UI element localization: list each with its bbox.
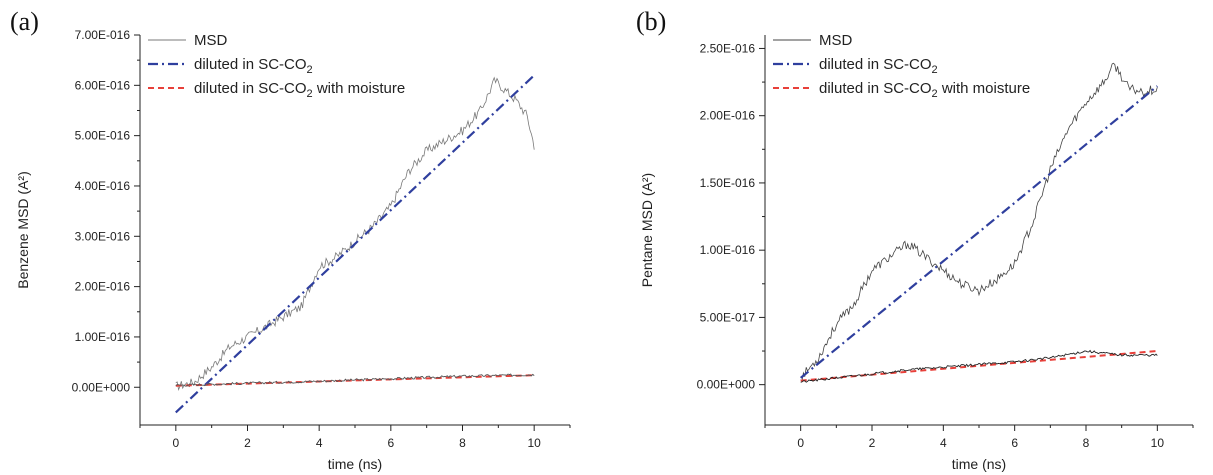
y-tick-label: 0.00E+000 — [72, 380, 131, 394]
y-tick-label: 1.00E-016 — [700, 243, 756, 257]
x-tick-label: 2 — [869, 436, 876, 450]
x-tick-label: 4 — [940, 436, 947, 450]
x-tick-label: 6 — [1011, 436, 1018, 450]
y-tick-label: 1.00E-016 — [75, 330, 131, 344]
x-tick-label: 0 — [797, 436, 804, 450]
y-tick-label: 2.00E-016 — [700, 109, 756, 123]
legend-entry: diluted in SC-CO2 with moisture — [194, 80, 405, 100]
y-tick-label: 5.00E-017 — [700, 310, 756, 324]
y-tick-label: 6.00E-016 — [75, 78, 131, 92]
x-tick-label: 0 — [172, 436, 179, 450]
x-axis-label: time (ns) — [952, 456, 1006, 472]
legend-entry: diluted in SC-CO2 — [819, 56, 938, 76]
y-tick-label: 4.00E-016 — [75, 179, 131, 193]
panel-label: (a) — [10, 7, 39, 36]
x-tick-label: 8 — [1083, 436, 1090, 450]
y-tick-label: 2.00E-016 — [75, 280, 131, 294]
series-line-3 — [175, 373, 535, 387]
x-tick-label: 6 — [387, 436, 394, 450]
legend-entry: MSD — [194, 32, 228, 49]
x-tick-label: 10 — [527, 436, 541, 450]
x-tick-label: 2 — [244, 436, 251, 450]
series-line-1 — [175, 74, 535, 414]
y-tick-label: 7.00E-016 — [75, 28, 131, 42]
x-axis-label: time (ns) — [328, 456, 382, 472]
y-tick-label: 3.00E-016 — [75, 229, 131, 243]
y-tick-label: 5.00E-016 — [75, 129, 131, 143]
x-tick-label: 4 — [316, 436, 323, 450]
panel-label: (b) — [636, 7, 666, 36]
series-line-1 — [800, 85, 1158, 379]
series-line-0 — [175, 76, 535, 391]
y-axis-label: Benzene MSD (A²) — [15, 171, 31, 288]
y-tick-label: 1.50E-016 — [700, 176, 756, 190]
series-line-3 — [800, 349, 1158, 383]
legend-entry: diluted in SC-CO2 — [194, 56, 313, 76]
y-tick-label: 0.00E+000 — [697, 378, 756, 392]
legend-entry: diluted in SC-CO2 with moisture — [819, 80, 1030, 100]
y-axis-label: Pentane MSD (A²) — [639, 173, 655, 287]
chart-panel-b: (b) 0 2 4 6 8 10 0.00E+000 5.00E-017 1.00E-016 1.5… — [636, 7, 1194, 472]
series-line-0 — [800, 62, 1158, 382]
x-tick-label: 8 — [459, 436, 466, 450]
legend-entry: MSD — [819, 32, 853, 49]
chart-panel-a: (a) 0 2 4 6 8 10 0.00E+000 1.00E-016 2.00E-016 3.0… — [10, 7, 571, 472]
y-tick-label: 2.50E-016 — [700, 41, 756, 55]
x-tick-label: 10 — [1151, 436, 1165, 450]
